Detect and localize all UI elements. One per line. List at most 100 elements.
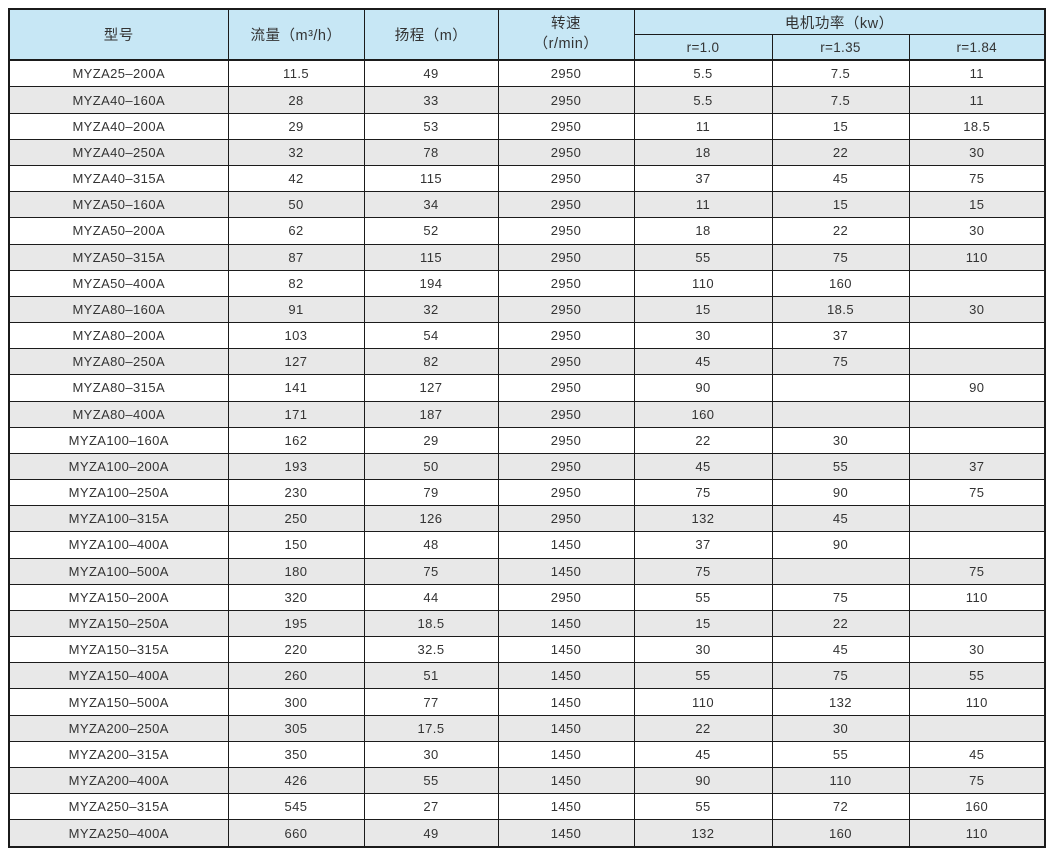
head-cell: 33 (363, 86, 499, 114)
head-cell: 29 (363, 426, 499, 454)
power-r1.0-cell: 132 (633, 819, 773, 848)
power-r1.0-cell: 110 (633, 688, 773, 716)
model-cell: MYZA25–200A (8, 59, 229, 88)
col-header-r1.0: r=1.0 (633, 34, 773, 61)
flow-cell: 305 (227, 714, 365, 742)
flow-cell: 350 (227, 740, 365, 768)
power-r1.0-cell: 30 (633, 322, 773, 350)
power-r1.84-cell: 75 (908, 164, 1046, 193)
model-cell: MYZA80–250A (8, 348, 229, 376)
power-r1.35-cell: 55 (771, 452, 910, 481)
model-cell: MYZA50–200A (8, 217, 229, 245)
power-r1.84-cell: 90 (908, 374, 1046, 402)
power-r1.0-cell: 132 (633, 505, 773, 533)
head-cell: 82 (363, 348, 499, 376)
flow-cell: 260 (227, 662, 365, 690)
table-row: MYZA80–315A 141 127 2950 90 90 (8, 374, 1046, 402)
power-r1.35-cell: 22 (771, 217, 910, 245)
model-cell: MYZA80–315A (8, 374, 229, 402)
table-row: MYZA100–200A 193 50 2950 45 55 37 (8, 452, 1046, 481)
model-cell: MYZA50–400A (8, 269, 229, 297)
power-r1.84-cell (908, 269, 1046, 297)
model-cell: MYZA100–200A (8, 452, 229, 481)
speed-cell: 2950 (497, 400, 635, 428)
flow-cell: 91 (227, 295, 365, 324)
table-header: 型号 流量（m³/h） 扬程（m） 转速 （r/min） 电机功率（kw） r=… (8, 8, 1046, 61)
table-row: MYZA100–400A 150 48 1450 37 90 (8, 531, 1046, 559)
power-r1.0-cell: 11 (633, 191, 773, 219)
model-cell: MYZA150–315A (8, 636, 229, 664)
model-cell: MYZA250–400A (8, 819, 229, 848)
flow-cell: 230 (227, 479, 365, 507)
speed-cell: 2950 (497, 348, 635, 376)
head-cell: 32 (363, 295, 499, 324)
table-row: MYZA150–315A 220 32.5 1450 30 45 30 (8, 636, 1046, 664)
speed-cell: 2950 (497, 479, 635, 507)
speed-cell: 2950 (497, 217, 635, 245)
flow-cell: 171 (227, 400, 365, 428)
power-r1.0-cell: 22 (633, 426, 773, 454)
table-row: MYZA100–250A 230 79 2950 75 90 75 (8, 479, 1046, 507)
table-body: MYZA25–200A 11.5 49 2950 5.5 7.5 11 MYZA40–160A… (8, 59, 1046, 848)
power-r1.35-cell: 45 (771, 164, 910, 193)
speed-cell: 2950 (497, 452, 635, 481)
flow-cell: 42 (227, 164, 365, 193)
table-row: MYZA40–250A 32 78 2950 18 22 30 (8, 138, 1046, 167)
power-r1.84-cell: 110 (908, 819, 1046, 848)
flow-cell: 103 (227, 322, 365, 350)
table-row: MYZA200–250A 305 17.5 1450 22 30 (8, 714, 1046, 742)
power-r1.0-cell: 90 (633, 374, 773, 402)
flow-cell: 50 (227, 191, 365, 219)
table-row: MYZA80–160A 91 32 2950 15 18.5 30 (8, 295, 1046, 324)
power-r1.84-cell: 30 (908, 217, 1046, 245)
col-header-head: 扬程（m） (363, 8, 499, 61)
power-r1.35-cell: 30 (771, 714, 910, 742)
flow-cell: 320 (227, 583, 365, 611)
power-r1.0-cell: 37 (633, 164, 773, 193)
flow-cell: 180 (227, 557, 365, 585)
power-r1.84-cell: 75 (908, 766, 1046, 795)
head-cell: 115 (363, 243, 499, 271)
speed-cell: 2950 (497, 243, 635, 271)
model-cell: MYZA150–200A (8, 583, 229, 611)
flow-cell: 87 (227, 243, 365, 271)
head-cell: 194 (363, 269, 499, 297)
power-r1.84-cell: 15 (908, 191, 1046, 219)
head-cell: 52 (363, 217, 499, 245)
model-cell: MYZA40–160A (8, 86, 229, 114)
power-r1.84-cell: 55 (908, 662, 1046, 690)
power-r1.35-cell: 75 (771, 662, 910, 690)
head-cell: 55 (363, 766, 499, 795)
power-r1.84-cell: 45 (908, 740, 1046, 768)
model-cell: MYZA200–250A (8, 714, 229, 742)
power-r1.35-cell: 75 (771, 243, 910, 271)
table-row: MYZA250–400A 660 49 1450 132 160 110 (8, 819, 1046, 848)
power-r1.35-cell: 37 (771, 322, 910, 350)
power-r1.84-cell (908, 505, 1046, 533)
power-r1.35-cell: 15 (771, 191, 910, 219)
table-row: MYZA150–500A 300 77 1450 110 132 110 (8, 688, 1046, 716)
table-row: MYZA40–315A 42 115 2950 37 45 75 (8, 164, 1046, 193)
flow-cell: 660 (227, 819, 365, 848)
model-cell: MYZA100–400A (8, 531, 229, 559)
col-header-speed-line2: （r/min） (533, 35, 599, 52)
speed-cell: 1450 (497, 636, 635, 664)
table-row: MYZA50–160A 50 34 2950 11 15 15 (8, 191, 1046, 219)
table-row: MYZA50–200A 62 52 2950 18 22 30 (8, 217, 1046, 245)
flow-cell: 141 (227, 374, 365, 402)
speed-cell: 2950 (497, 86, 635, 114)
flow-cell: 127 (227, 348, 365, 376)
col-header-model: 型号 (8, 8, 229, 61)
head-cell: 75 (363, 557, 499, 585)
power-r1.35-cell: 7.5 (771, 59, 910, 88)
head-cell: 18.5 (363, 609, 499, 638)
flow-cell: 150 (227, 531, 365, 559)
power-r1.0-cell: 55 (633, 243, 773, 271)
table-row: MYZA100–160A 162 29 2950 22 30 (8, 426, 1046, 454)
speed-cell: 1450 (497, 557, 635, 585)
table-row: MYZA80–250A 127 82 2950 45 75 (8, 348, 1046, 376)
model-cell: MYZA150–500A (8, 688, 229, 716)
power-r1.84-cell: 30 (908, 295, 1046, 324)
head-cell: 27 (363, 793, 499, 821)
power-r1.84-cell (908, 322, 1046, 350)
